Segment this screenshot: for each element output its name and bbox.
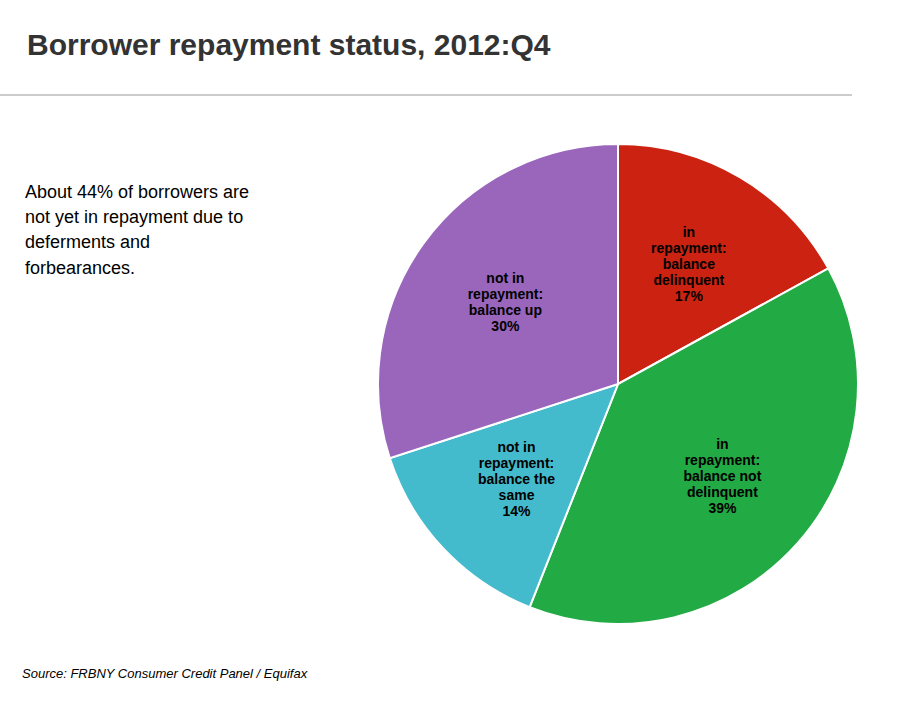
svg-text:inrepayment:balancedelinquent1: inrepayment:balancedelinquent17%	[651, 224, 726, 304]
svg-text:not inrepayment:balance thesam: not inrepayment:balance thesame14%	[478, 439, 555, 519]
svg-text:inrepayment:balance notdelinqu: inrepayment:balance notdelinquent39%	[684, 436, 762, 516]
html-text:About 44% of borrowers are not: About 44% of borrowers are not yet in re…	[25, 182, 250, 278]
html-text:Source: FRBNY Consumer Credit: Source: FRBNY Consumer Credit Panel / Eq…	[22, 666, 308, 681]
svg-text:not inrepayment:balance up30%: not inrepayment:balance up30%	[468, 270, 543, 334]
html-text:Borrower repayment status, 201: Borrower repayment status, 2012:Q4	[27, 28, 551, 61]
